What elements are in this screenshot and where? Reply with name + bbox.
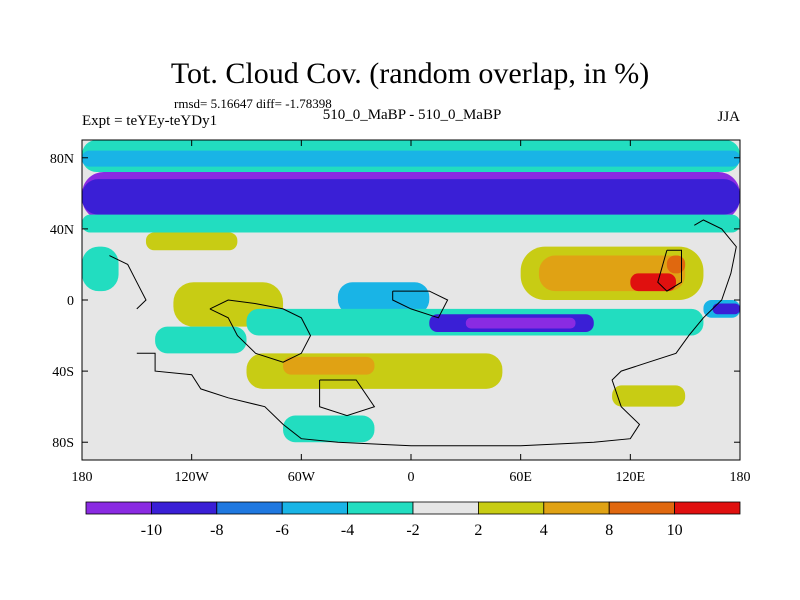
field-region-4: [82, 214, 740, 233]
experiment-label: Expt = teYEy-teYDy1: [82, 113, 217, 129]
y-tick-label-3: 40S: [52, 365, 74, 380]
y-tick-label-0: 80N: [50, 152, 74, 167]
colorbar-box-0: [85, 501, 152, 515]
heatmap-field: [82, 140, 740, 460]
x-tick-label-2: 60W: [288, 470, 316, 485]
x-tick-label-3: 0: [408, 470, 415, 485]
colorbar-label-8: 10: [667, 522, 683, 539]
field-region-5: [145, 232, 238, 251]
y-tick-label-2: 0: [67, 294, 74, 309]
colorbar-label-1: -8: [210, 522, 223, 539]
x-tick-label-6: 180: [730, 470, 751, 485]
field-region-3: [82, 150, 740, 167]
colorbar-label-5: 2: [474, 522, 482, 539]
colorbar: -10 -8 -6 -4 -2 2 4 8 10: [85, 501, 741, 539]
period-label: 510_0_MaBP - 510_0_MaBP: [323, 107, 502, 123]
colorbar-box-6: [477, 501, 545, 515]
y-tick-label-4: 80S: [52, 436, 74, 451]
field-region-20: [612, 385, 686, 407]
stats-line: rmsd= 5.16647 diff= -1.78398: [174, 96, 332, 111]
coastline-2: [319, 379, 376, 417]
field-region-15: [666, 255, 686, 274]
coastline-0: [136, 219, 737, 447]
axes: 180 120W 60W 0 60E 120E 180 80N 40N 0 40S 80S: [50, 140, 751, 485]
season-label: JJA: [717, 109, 740, 125]
colorbar-label-7: 8: [605, 522, 613, 539]
colorbar-box-3: [281, 501, 349, 515]
colorbar-box-2: [216, 501, 283, 515]
chart-title: Tot. Cloud Cov. (random overlap, in %): [171, 57, 649, 90]
field-region-18: [155, 326, 247, 354]
coastline-3: [392, 290, 449, 319]
coastline-4: [657, 249, 682, 292]
colorbar-label-0: -10: [141, 522, 162, 539]
field-region-1: [82, 179, 740, 215]
coastline-1: [209, 299, 312, 363]
x-tick-label-5: 120E: [616, 470, 646, 485]
colorbar-box-1: [150, 501, 218, 515]
colorbar-label-6: 4: [540, 522, 548, 539]
colorbar-label-4: -2: [406, 522, 419, 539]
field-region-19: [283, 415, 375, 443]
x-tick-label-4: 60E: [509, 470, 532, 485]
colorbar-box-5: [412, 501, 479, 515]
field-region-22: [712, 303, 740, 315]
colorbar-box-9: [674, 501, 741, 515]
x-tick-label-1: 120W: [175, 470, 210, 485]
colorbar-box-4: [347, 501, 414, 515]
x-tick-label-0: 180: [72, 470, 93, 485]
field-region-17: [283, 356, 375, 375]
coastlines: [109, 219, 737, 447]
y-tick-label-1: 40N: [50, 223, 74, 238]
field-region-14: [630, 273, 677, 292]
colorbar-box-7: [543, 501, 610, 515]
field-region-11: [465, 317, 576, 329]
colorbar-box-8: [608, 501, 676, 515]
colorbar-label-3: -4: [341, 522, 354, 539]
colorbar-label-2: -6: [276, 522, 289, 539]
field-region-23: [82, 246, 119, 292]
coastline-5: [109, 255, 147, 310]
